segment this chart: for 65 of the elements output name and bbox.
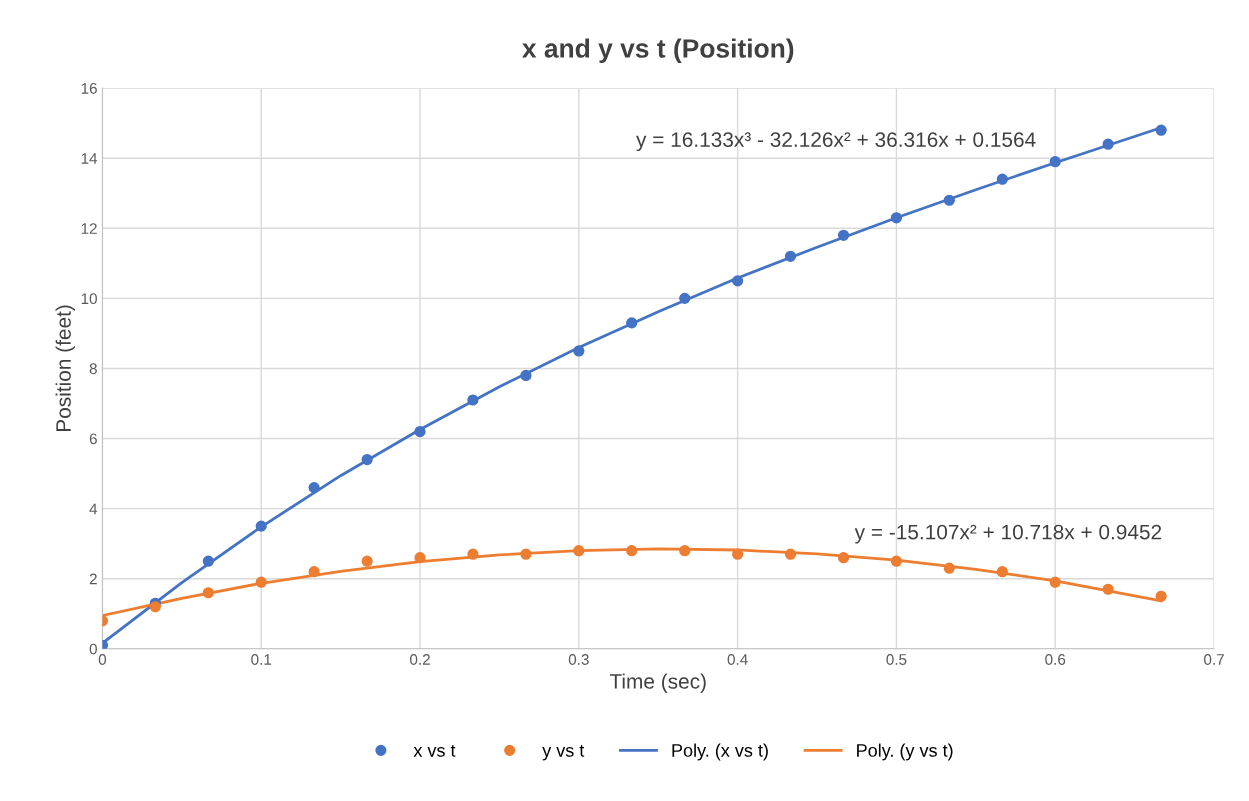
point — [414, 425, 426, 438]
y-tick-label: 0 — [89, 643, 97, 655]
chart-title: x and y vs t (Position) — [522, 38, 794, 64]
x-tick-label: 0.7 — [1204, 654, 1224, 665]
x-tick-label: 0 — [98, 654, 107, 665]
point — [149, 601, 161, 613]
y-tick-label: 12 — [81, 223, 97, 234]
y-tick-label: 8 — [89, 363, 97, 375]
point — [202, 587, 214, 599]
point — [1155, 590, 1167, 602]
point — [520, 369, 532, 382]
y-tick-label: 14 — [81, 153, 98, 164]
point — [1049, 576, 1061, 588]
x-tick-label: 0.5 — [886, 654, 907, 665]
x-tick-label: 0.1 — [251, 654, 272, 665]
point — [255, 520, 267, 532]
annotation: y = -15.107x² + 10.718x + 0.9452 — [854, 524, 1162, 544]
point — [1049, 156, 1061, 168]
point — [626, 545, 638, 557]
point — [467, 548, 479, 560]
point — [679, 545, 691, 557]
point — [784, 250, 797, 262]
point — [308, 482, 320, 494]
point — [1102, 138, 1114, 150]
point — [732, 548, 744, 560]
point — [361, 555, 373, 567]
point — [679, 292, 691, 304]
point — [890, 212, 903, 224]
point — [520, 548, 532, 560]
point — [1102, 583, 1114, 595]
point — [308, 566, 320, 578]
legend-label: Poly. (x vs t) — [672, 743, 768, 761]
x-tick-label: 0.4 — [727, 654, 748, 665]
point — [573, 545, 585, 557]
x-tick-label: 0.6 — [1045, 654, 1066, 665]
x-axis-title: Time (sec) — [609, 673, 706, 693]
legend-label: y vs t — [542, 744, 585, 761]
point — [837, 552, 850, 564]
point — [890, 555, 903, 567]
point — [467, 394, 479, 406]
y-tick-label: 16 — [81, 82, 97, 94]
point — [837, 229, 850, 241]
y-tick-label: 10 — [81, 293, 97, 305]
y-tick-label: 4 — [89, 503, 98, 515]
y-tick-label: 6 — [89, 433, 97, 445]
point — [414, 552, 426, 564]
point — [943, 194, 955, 206]
y-axis-title: Position (feet) — [55, 305, 75, 432]
point — [626, 317, 638, 329]
point — [784, 548, 797, 560]
legend-label: x vs t — [413, 744, 456, 757]
point — [732, 275, 744, 287]
point — [996, 566, 1008, 578]
y-tick-label: 2 — [89, 573, 97, 585]
point — [1155, 124, 1167, 136]
point — [255, 576, 267, 588]
point — [202, 555, 214, 567]
annotation: y = 16.133x³ - 32.126x² + 36.316x + 0.1564 — [636, 132, 1036, 152]
point — [573, 345, 585, 357]
point — [361, 453, 373, 466]
point — [996, 173, 1008, 185]
x-tick-label: 0.2 — [410, 654, 430, 665]
point — [943, 562, 955, 574]
x-tick-label: 0.3 — [568, 654, 589, 665]
legend-label: Poly. (y vs t) — [857, 743, 953, 761]
